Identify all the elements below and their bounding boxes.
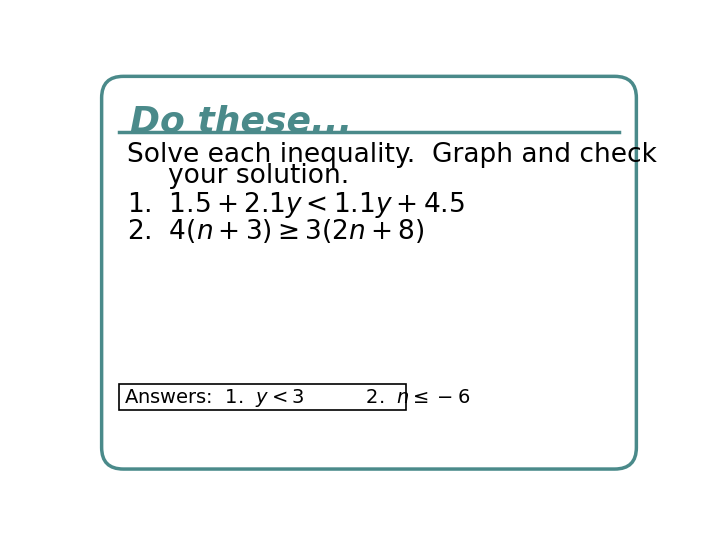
Text: Solve each inequality.  Graph and check: Solve each inequality. Graph and check — [127, 142, 657, 168]
Text: Do these...: Do these... — [130, 105, 353, 139]
FancyBboxPatch shape — [120, 383, 406, 410]
Text: your solution.: your solution. — [168, 164, 348, 190]
Text: 1.  $1.5 + 2.1y < 1.1y + 4.5$: 1. $1.5 + 2.1y < 1.1y + 4.5$ — [127, 190, 465, 220]
Text: 2.  $4(n + 3) \geq 3(2n + 8)$: 2. $4(n + 3) \geq 3(2n + 8)$ — [127, 217, 425, 245]
Text: Answers:  1.  $y < 3$          2.  $n \leq -6$: Answers: 1. $y < 3$ 2. $n \leq -6$ — [124, 387, 470, 409]
FancyBboxPatch shape — [102, 76, 636, 469]
